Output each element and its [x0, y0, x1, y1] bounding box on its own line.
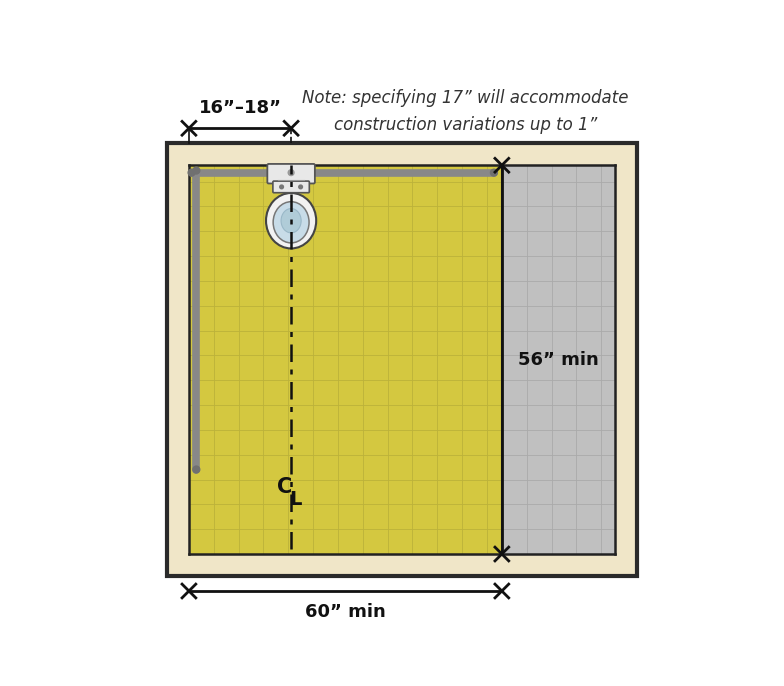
Text: 56” min: 56” min — [518, 351, 599, 368]
Circle shape — [193, 167, 200, 174]
Text: 16”–18”: 16”–18” — [198, 99, 281, 117]
Text: Note: specifying 17” will accommodate
construction variations up to 1”: Note: specifying 17” will accommodate co… — [302, 89, 629, 134]
FancyBboxPatch shape — [267, 164, 315, 183]
Circle shape — [299, 185, 303, 189]
Bar — [502, 165, 615, 554]
Circle shape — [280, 185, 284, 189]
Bar — [189, 165, 502, 554]
Text: C: C — [277, 477, 292, 497]
Circle shape — [188, 169, 195, 176]
Ellipse shape — [281, 209, 301, 233]
Ellipse shape — [273, 202, 309, 243]
Circle shape — [289, 169, 294, 176]
Circle shape — [286, 168, 296, 178]
Bar — [167, 143, 637, 576]
Circle shape — [491, 169, 497, 176]
Text: L: L — [289, 490, 302, 509]
Ellipse shape — [266, 193, 316, 248]
Circle shape — [193, 466, 200, 473]
FancyBboxPatch shape — [273, 181, 310, 193]
Text: 60” min: 60” min — [305, 602, 386, 621]
Bar — [167, 143, 637, 576]
